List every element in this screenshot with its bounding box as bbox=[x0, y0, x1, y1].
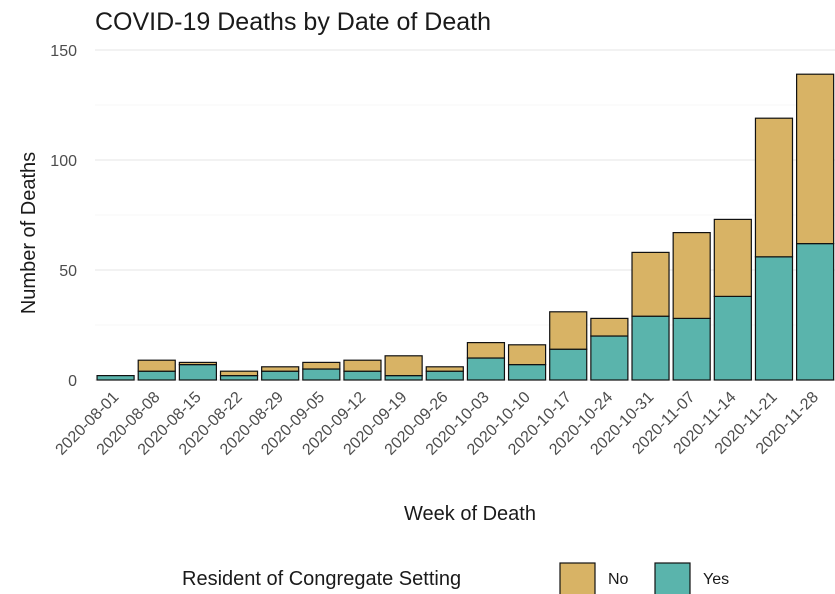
bar-no-2020-10-24 bbox=[590, 317, 629, 337]
bar-yes-2020-10-17 bbox=[549, 348, 588, 381]
bar-no-2020-10-03 bbox=[466, 342, 506, 359]
chart-title: COVID-19 Deaths by Date of Death bbox=[95, 8, 491, 36]
bar-no-2020-10-17 bbox=[549, 311, 588, 350]
y-tick-label: 50 bbox=[59, 263, 77, 280]
bar-yes-2020-09-12 bbox=[343, 370, 382, 381]
bar-yes-2020-10-10 bbox=[507, 364, 547, 381]
bar-yes-2020-11-07 bbox=[672, 317, 711, 381]
bar-yes-2020-11-21 bbox=[754, 256, 794, 381]
legend: Resident of Congregate Setting No Yes bbox=[182, 562, 729, 594]
x-axis-ticks: 2020-08-012020-08-082020-08-152020-08-22… bbox=[53, 389, 823, 459]
y-axis-title: Number of Deaths bbox=[18, 152, 40, 314]
bar-no-2020-08-29 bbox=[261, 366, 300, 372]
legend-label-yes: Yes bbox=[703, 571, 729, 588]
bar-no-2020-11-28 bbox=[796, 73, 835, 245]
bar-yes-2020-08-15 bbox=[178, 364, 217, 381]
x-axis-title: Week of Death bbox=[404, 503, 536, 525]
legend-swatch-no bbox=[559, 562, 596, 594]
bar-no-2020-11-14 bbox=[713, 218, 752, 297]
bar-no-2020-08-15 bbox=[178, 361, 217, 366]
bars bbox=[96, 73, 835, 381]
bar-no-2020-08-22 bbox=[219, 370, 259, 377]
legend-swatch-yes bbox=[654, 562, 691, 594]
bar-no-2020-08-08 bbox=[137, 359, 176, 372]
bar-no-2020-09-12 bbox=[343, 359, 382, 372]
bar-no-2020-11-21 bbox=[754, 117, 794, 258]
bar-no-2020-10-10 bbox=[507, 344, 547, 366]
bar-yes-2020-08-01 bbox=[96, 375, 135, 381]
bar-yes-2020-10-31 bbox=[631, 315, 670, 381]
bar-yes-2020-09-05 bbox=[302, 368, 341, 381]
bar-yes-2020-08-22 bbox=[219, 375, 259, 381]
bar-no-2020-10-31 bbox=[631, 251, 670, 317]
bar-yes-2020-11-14 bbox=[713, 295, 752, 381]
bar-no-2020-09-05 bbox=[302, 361, 341, 370]
bar-yes-2020-08-08 bbox=[137, 370, 176, 381]
gridlines bbox=[95, 49, 835, 381]
y-tick-label: 0 bbox=[68, 373, 77, 390]
bar-no-2020-09-19 bbox=[384, 355, 423, 377]
bar-yes-2020-10-03 bbox=[466, 357, 506, 381]
y-tick-label: 150 bbox=[50, 43, 77, 60]
legend-title: Resident of Congregate Setting bbox=[182, 568, 461, 590]
y-axis-ticks: 0 50 100 150 bbox=[50, 43, 77, 390]
legend-label-no: No bbox=[608, 571, 629, 588]
bar-no-2020-11-07 bbox=[672, 232, 711, 320]
bar-no-2020-09-26 bbox=[425, 366, 464, 372]
bar-yes-2020-11-28 bbox=[796, 243, 835, 381]
bar-yes-2020-09-19 bbox=[384, 375, 423, 381]
bar-yes-2020-10-24 bbox=[590, 335, 629, 381]
bar-yes-2020-09-26 bbox=[425, 370, 464, 381]
y-tick-label: 100 bbox=[50, 153, 77, 170]
bar-yes-2020-08-29 bbox=[261, 370, 300, 381]
